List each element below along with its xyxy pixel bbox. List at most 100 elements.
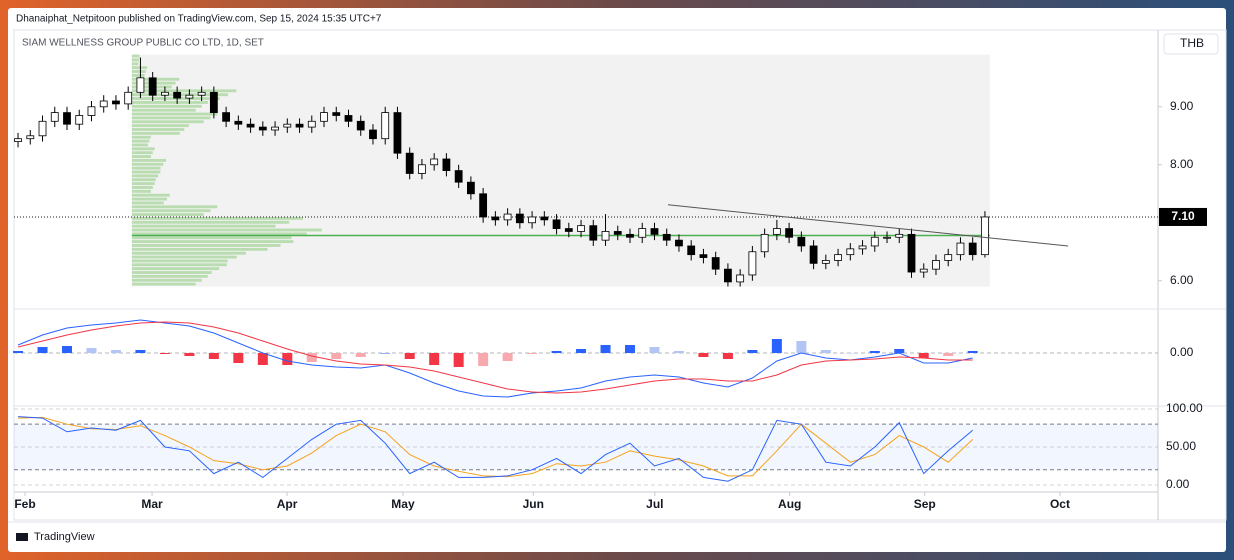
candle-body xyxy=(968,242,977,256)
candle-body xyxy=(552,219,561,229)
candle-body xyxy=(956,242,965,256)
candle-body xyxy=(895,233,904,238)
candle-body xyxy=(589,225,598,241)
profile-bar xyxy=(131,170,161,174)
profile-bar xyxy=(131,278,202,282)
profile-bar xyxy=(131,228,322,232)
macd-histogram-bar xyxy=(453,353,464,367)
candle-body xyxy=(320,112,328,122)
x-tick-label: Jul xyxy=(646,497,663,511)
candle-body xyxy=(393,112,402,154)
candle-body xyxy=(356,120,365,131)
macd-histogram-bar xyxy=(355,353,366,357)
profile-bar xyxy=(131,89,237,93)
macd-histogram-bar xyxy=(257,353,268,365)
profile-bar xyxy=(131,73,145,77)
macd-histogram-bar xyxy=(747,350,758,353)
profile-bar xyxy=(131,209,211,213)
profile-bar xyxy=(131,224,276,228)
candle-body xyxy=(687,245,696,256)
x-tick-label: Jun xyxy=(523,497,544,511)
profile-bar xyxy=(131,101,208,104)
x-tick-label: Apr xyxy=(277,497,298,511)
stoch-k-line xyxy=(18,416,974,482)
profile-range xyxy=(131,54,990,287)
y-tick-label: 9.00 xyxy=(1170,99,1194,113)
profile-bar xyxy=(131,162,164,166)
y-tick-label: 50.00 xyxy=(1166,439,1196,453)
macd-histogram-bar xyxy=(918,353,929,358)
candle-body xyxy=(466,181,475,195)
profile-bar xyxy=(131,124,189,128)
candle-body xyxy=(283,123,292,128)
profile-bar xyxy=(131,244,281,247)
profile-bar xyxy=(131,120,204,124)
candle-body xyxy=(834,254,842,261)
profile-bar xyxy=(131,58,139,62)
profile-bar xyxy=(131,259,228,263)
candle-body xyxy=(785,228,794,238)
candle-body xyxy=(332,112,341,116)
candle-body xyxy=(161,91,169,96)
candle-body xyxy=(258,126,267,131)
candle-body xyxy=(907,233,916,273)
candle-body xyxy=(344,115,353,122)
macd-histogram-bar xyxy=(37,347,48,353)
x-tick-label: Mar xyxy=(141,497,163,511)
profile-bar xyxy=(131,147,155,151)
chart-border xyxy=(13,29,1227,521)
candle-body xyxy=(883,236,891,239)
macd-histogram-bar xyxy=(943,353,954,356)
macd-histogram-bar xyxy=(820,350,831,353)
candle-body xyxy=(711,257,720,270)
last-price-box xyxy=(1159,207,1207,226)
last-price-label: 7.10 xyxy=(1171,209,1195,223)
macd-histogram-bar xyxy=(576,349,587,353)
candle-body xyxy=(870,236,879,247)
macd-histogram-bar xyxy=(135,350,146,353)
candle-body xyxy=(699,254,708,258)
candle-body xyxy=(26,135,35,140)
macd-histogram-bar xyxy=(159,353,170,354)
profile-bar xyxy=(131,267,220,271)
macd-histogram-bar xyxy=(331,353,342,359)
candle-body xyxy=(75,115,84,125)
x-tick-label: Oct xyxy=(1050,497,1070,511)
x-tick-label: May xyxy=(391,497,415,511)
candle-body xyxy=(209,91,218,113)
profile-bar xyxy=(131,166,161,170)
currency: THB xyxy=(1180,36,1204,50)
candle-body xyxy=(136,77,145,93)
candle-body xyxy=(430,158,439,166)
profile-bar xyxy=(131,240,294,244)
candle-body xyxy=(944,254,953,261)
macd-histogram-bar xyxy=(845,353,856,354)
candle-body xyxy=(38,120,47,137)
candle-body xyxy=(809,245,818,264)
macd-histogram-bar xyxy=(551,351,562,353)
profile-bar xyxy=(131,251,246,255)
profile-bar xyxy=(131,197,167,201)
candle-body xyxy=(564,228,573,232)
profile-bar xyxy=(131,178,156,182)
candle-body xyxy=(271,126,279,131)
candle-body xyxy=(454,170,463,183)
profile-bar xyxy=(131,131,180,135)
candle-body xyxy=(112,100,120,105)
profile-bar xyxy=(131,186,153,189)
candle-body xyxy=(821,260,830,264)
candle-body xyxy=(307,120,316,128)
macd-histogram-bar xyxy=(184,353,195,356)
profile-bar xyxy=(131,247,268,251)
profile-bar xyxy=(131,143,148,147)
candle-body xyxy=(479,193,488,218)
y-tick-label: 6.00 xyxy=(1170,273,1194,287)
profile-bar xyxy=(131,66,148,70)
profile-bar xyxy=(131,62,139,66)
macd-histogram-bar xyxy=(478,353,489,366)
y-tick-label: 0.00 xyxy=(1166,477,1190,491)
candle-body xyxy=(418,164,426,174)
candle-body xyxy=(626,233,634,238)
candle-body xyxy=(613,231,622,235)
profile-bar xyxy=(131,205,218,209)
